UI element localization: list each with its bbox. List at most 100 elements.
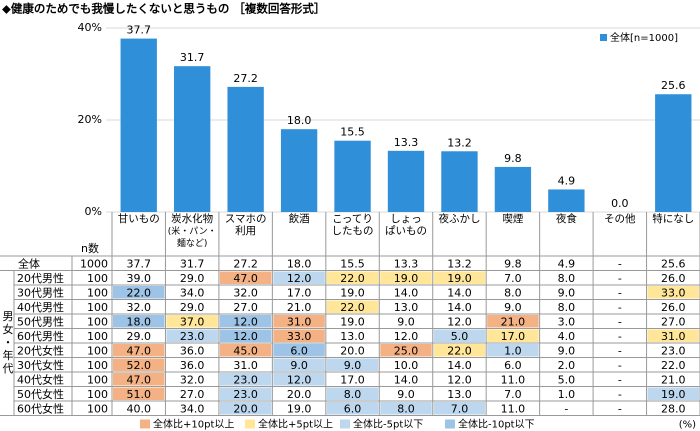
- cell-value: 13.0: [394, 301, 419, 314]
- value-label: 0.0: [611, 197, 629, 210]
- row-label: 20代男性: [17, 271, 64, 285]
- bar: [334, 140, 371, 212]
- row-label: 60代女性: [17, 401, 64, 415]
- cell-value: 9.0: [558, 286, 576, 299]
- cell-value: 14.0: [394, 286, 419, 299]
- cell-value: 31.0: [661, 330, 686, 343]
- cell-value: 27.0: [180, 388, 205, 401]
- cell-value: 27.2: [233, 257, 258, 270]
- x-tick-label: 夜食: [556, 212, 577, 225]
- value-label: 37.7: [126, 24, 151, 37]
- cell-highlight: [166, 329, 218, 342]
- cell-highlight: [113, 387, 165, 400]
- row-n: 100: [87, 315, 108, 328]
- cell-highlight: [219, 373, 272, 386]
- cell-value: 29.0: [180, 301, 205, 314]
- value-label: 13.3: [394, 136, 419, 149]
- legend-swatch: [600, 34, 607, 41]
- cell-value: 3.0: [558, 315, 576, 328]
- cell-value: 19.0: [287, 402, 312, 415]
- cell-value: 29.0: [126, 330, 151, 343]
- cell-value: 47.0: [126, 344, 151, 357]
- cell-value: 45.0: [233, 344, 258, 357]
- cell-value: 32.0: [126, 301, 151, 314]
- cell-value: 13.2: [447, 257, 472, 270]
- cell-value: -: [618, 272, 622, 285]
- row-n: 100: [87, 402, 108, 415]
- cell-value: 5.0: [451, 330, 469, 343]
- bar: [655, 94, 692, 212]
- cell-value: 23.0: [233, 388, 258, 401]
- cell-highlight: [219, 402, 272, 415]
- cell-value: 12.0: [233, 330, 258, 343]
- row-label: 40代男性: [17, 300, 64, 314]
- cell-value: 1.0: [558, 388, 576, 401]
- value-label: 15.5: [340, 126, 365, 139]
- cell-highlight: [113, 373, 165, 386]
- cell-value: 27.0: [233, 301, 258, 314]
- cell-value: 8.0: [558, 301, 576, 314]
- cell-value: 20.0: [233, 402, 258, 415]
- cell-value: -: [564, 402, 568, 415]
- cell-value: 31.0: [287, 315, 312, 328]
- cell-value: 10.0: [394, 359, 419, 372]
- value-label: 9.8: [504, 152, 522, 165]
- cell-value: 25.6: [661, 257, 686, 270]
- row-n: 100: [87, 388, 108, 401]
- cell-value: 36.0: [180, 344, 205, 357]
- cell-value: -: [618, 359, 622, 372]
- cell-highlight: [326, 271, 379, 284]
- cell-value: 17.0: [501, 330, 526, 343]
- x-tick-label: 炭水化物(米・パン・麺など): [168, 212, 217, 249]
- legend-swatch: [140, 419, 150, 429]
- cell-value: 22.0: [661, 359, 686, 372]
- cell-value: 28.0: [661, 402, 686, 415]
- cell-highlight: [487, 344, 539, 357]
- cell-highlight: [647, 286, 699, 299]
- cell-highlight: [113, 286, 165, 299]
- cell-value: -: [618, 373, 622, 386]
- bar: [280, 129, 318, 212]
- cell-highlight: [219, 344, 272, 357]
- cell-value: 21.0: [501, 315, 526, 328]
- cell-value: 37.7: [126, 257, 151, 270]
- row-n: 100: [87, 344, 108, 357]
- cell-highlight: [326, 387, 379, 400]
- cell-highlight: [326, 402, 379, 415]
- cell-value: 8.0: [344, 388, 362, 401]
- cell-value: 13.0: [447, 388, 472, 401]
- cell-value: 1.0: [504, 344, 522, 357]
- cell-value: 11.0: [501, 373, 526, 386]
- cell-highlight: [433, 329, 486, 342]
- cell-value: -: [618, 344, 622, 357]
- cell-value: 17.0: [287, 286, 312, 299]
- bar: [548, 189, 585, 212]
- cell-value: 12.0: [287, 272, 312, 285]
- cell-value: 7.0: [504, 388, 522, 401]
- cell-value: 9.0: [504, 301, 522, 314]
- bar: [441, 151, 478, 212]
- x-tick-label: 夜ふかし: [438, 212, 480, 225]
- row-n: 100: [87, 330, 108, 343]
- cell-value: 18.0: [287, 257, 312, 270]
- cell-value: 8.0: [397, 402, 415, 415]
- cell-value: 22.0: [126, 286, 151, 299]
- cell-value: 15.5: [340, 257, 365, 270]
- legend-swatch: [340, 419, 350, 429]
- cell-value: 14.0: [447, 286, 472, 299]
- cell-value: 9.0: [290, 359, 308, 372]
- row-label: 60代男性: [17, 329, 64, 343]
- legend-swatch: [445, 419, 455, 429]
- cell-value: -: [618, 301, 622, 314]
- cell-value: 26.0: [661, 272, 686, 285]
- bar: [387, 150, 425, 212]
- chart-title: ◆健康のためでも我慢したくないと思うもの ［複数回答形式］: [2, 2, 325, 16]
- cell-value: 9.8: [504, 257, 522, 270]
- cell-value: 20.0: [340, 344, 365, 357]
- legend-label: 全体比+10pt以上: [153, 418, 234, 431]
- cell-value: 2.0: [558, 359, 576, 372]
- cell-value: 11.0: [501, 402, 526, 415]
- cell-value: 19.0: [340, 286, 365, 299]
- cell-value: 14.0: [394, 373, 419, 386]
